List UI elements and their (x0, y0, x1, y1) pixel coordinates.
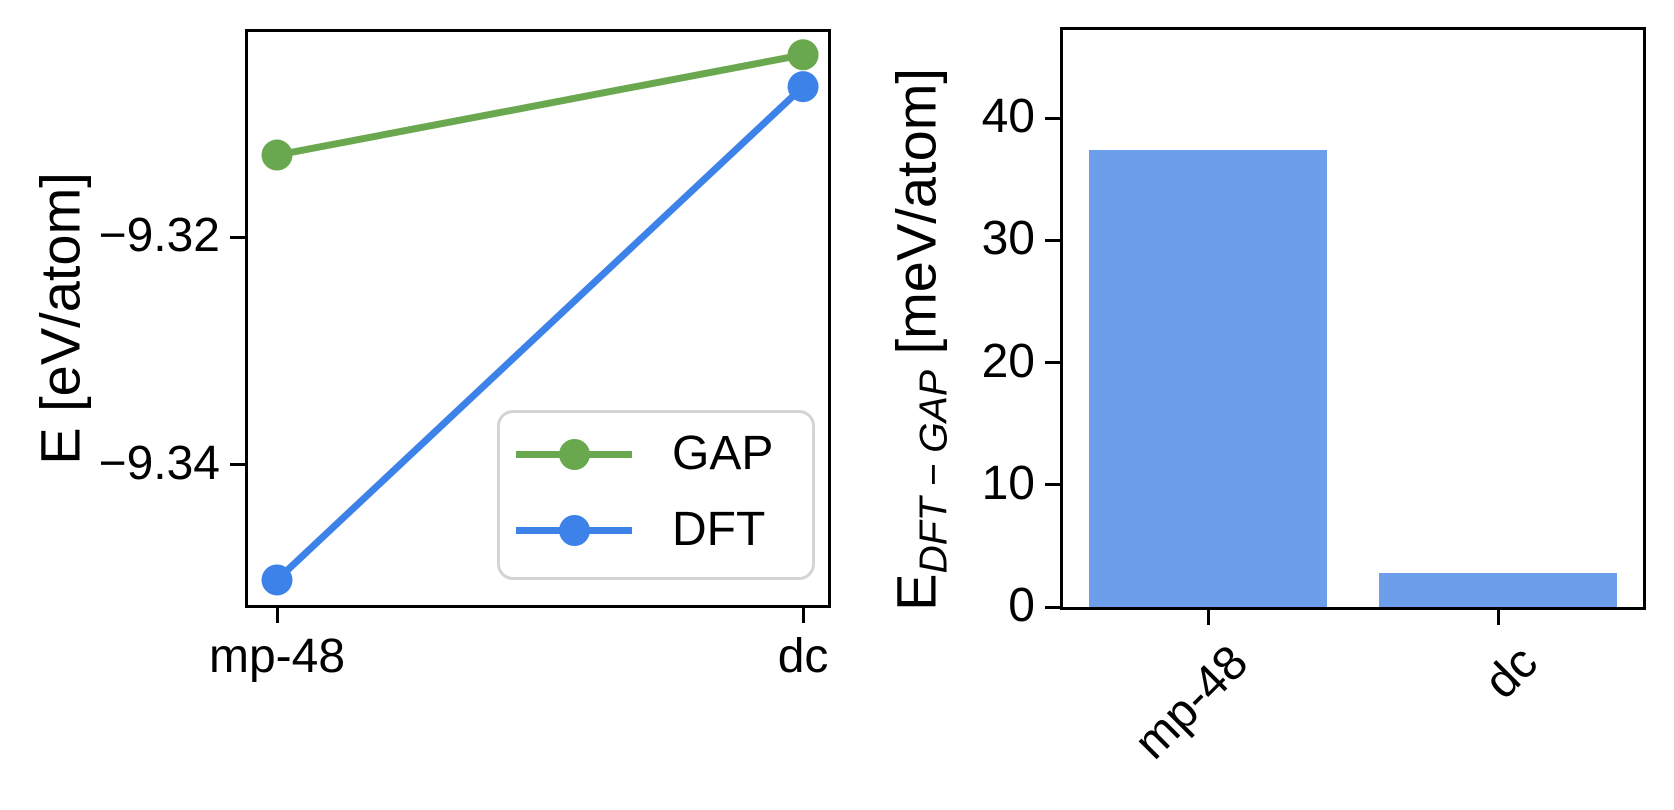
legend-entry-gap: GAP (516, 429, 812, 479)
legend-label-dft: DFT (672, 503, 766, 556)
legend-label-gap: GAP (672, 427, 774, 480)
right-x-tick (1496, 610, 1500, 625)
left-x-tick (801, 608, 805, 623)
right-y-tick (1045, 238, 1060, 242)
left-x-tick-label: mp-48 (208, 630, 346, 683)
right-plot-frame (1060, 27, 1646, 610)
right-x-tick (1206, 610, 1210, 625)
left-y-tick (230, 235, 245, 239)
gap-line (276, 51, 804, 159)
dft-line-sample (516, 514, 632, 546)
left-y-tick-label: −9.34 (98, 436, 220, 490)
left-x-tick (275, 608, 279, 623)
right-y-tick-label: 0 (1008, 579, 1035, 632)
dft-point-mp-48 (261, 564, 293, 596)
right-y-tick-label: 20 (981, 334, 1035, 388)
right-y-tick (1045, 361, 1060, 364)
right-y-tick (1045, 483, 1060, 487)
right-y-tick (1045, 116, 1060, 120)
gap-point-mp-48 (261, 139, 293, 171)
legend-entry-dft: DFT (516, 505, 812, 555)
right-x-tick-label: dc (1474, 635, 1549, 710)
right-y-tick-label: 40 (981, 90, 1035, 144)
left-x-tick-label: dc (777, 630, 829, 683)
left-y-tick-label: −9.32 (98, 209, 220, 263)
left-plot-frame (245, 29, 831, 608)
bar-dc (1379, 572, 1617, 607)
legend: GAP DFT (497, 410, 815, 580)
right-x-tick-label: mp-48 (1124, 635, 1259, 770)
dft-line (274, 84, 806, 583)
gap-line-sample (516, 438, 632, 470)
bar-mp-48 (1089, 149, 1327, 607)
line-chart-plot-area (261, 39, 819, 596)
gap-point-dc (787, 39, 819, 71)
gap-marker-icon (559, 438, 590, 470)
dft-point-dc (787, 71, 819, 103)
left-y-tick (230, 463, 245, 467)
right-y-tick-label: 30 (981, 212, 1035, 266)
right-y-tick (1045, 605, 1060, 609)
right-y-tick-label: 10 (981, 456, 1035, 510)
dft-marker-icon (559, 514, 590, 546)
